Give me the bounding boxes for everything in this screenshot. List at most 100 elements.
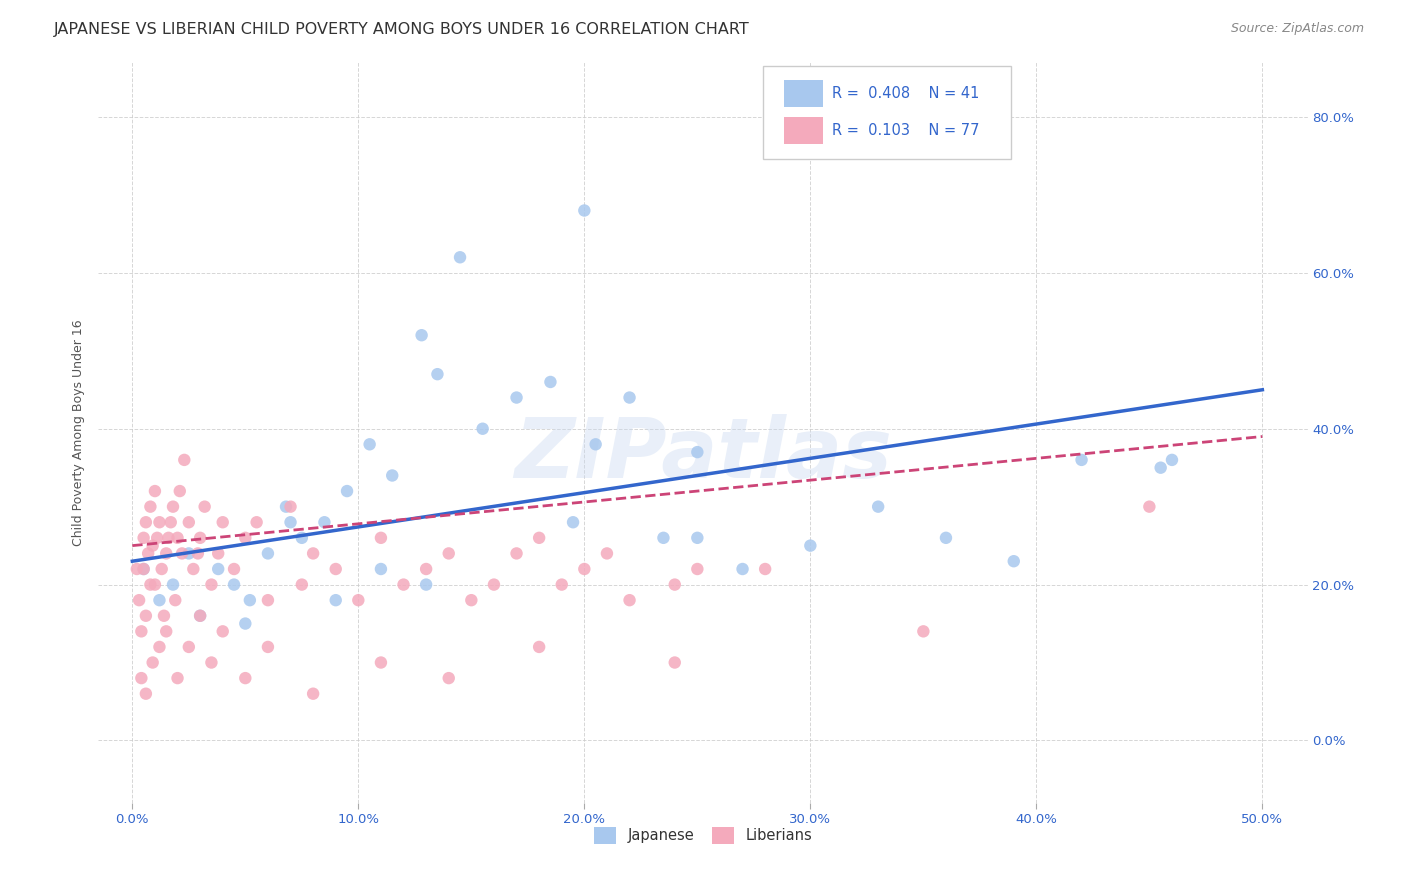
Point	[302, 687, 325, 701]
Point	[165, 593, 187, 607]
Point	[471, 422, 494, 436]
Point	[166, 671, 188, 685]
Point	[551, 577, 574, 591]
Text: Source: ZipAtlas.com: Source: ZipAtlas.com	[1230, 22, 1364, 36]
Point	[437, 546, 460, 560]
Point	[139, 577, 162, 591]
Point	[135, 515, 157, 529]
Point	[159, 515, 181, 529]
Point	[426, 367, 449, 381]
Point	[222, 562, 245, 576]
Text: JAPANESE VS LIBERIAN CHILD POVERTY AMONG BOYS UNDER 16 CORRELATION CHART: JAPANESE VS LIBERIAN CHILD POVERTY AMONG…	[53, 22, 749, 37]
Point	[155, 546, 177, 560]
Point	[246, 515, 269, 529]
Point	[142, 539, 165, 553]
Point	[437, 671, 460, 685]
Point	[162, 577, 184, 591]
Point	[148, 515, 170, 529]
Point	[754, 562, 776, 576]
Point	[482, 577, 505, 591]
Point	[1150, 460, 1173, 475]
Point	[664, 577, 686, 591]
Point	[173, 453, 195, 467]
Point	[153, 608, 176, 623]
Point	[1002, 554, 1025, 568]
Point	[188, 608, 211, 623]
Point	[574, 203, 596, 218]
Point	[211, 624, 233, 639]
Point	[257, 593, 280, 607]
Point	[233, 616, 256, 631]
Point	[291, 577, 314, 591]
Point	[370, 656, 392, 670]
Point	[194, 500, 217, 514]
Text: ZIPatlas: ZIPatlas	[515, 414, 891, 495]
Point	[868, 500, 890, 514]
Point	[686, 562, 709, 576]
Point	[359, 437, 381, 451]
Point	[155, 624, 177, 639]
Point	[143, 484, 166, 499]
Point	[157, 531, 180, 545]
Point	[347, 593, 370, 607]
Point	[128, 593, 150, 607]
Point	[302, 546, 325, 560]
Point	[280, 500, 302, 514]
Point	[538, 375, 561, 389]
Point	[200, 656, 222, 670]
Point	[183, 562, 205, 576]
Point	[280, 515, 302, 529]
Point	[132, 562, 155, 576]
Point	[574, 562, 596, 576]
Point	[136, 546, 159, 560]
Point	[200, 577, 222, 591]
Point	[686, 445, 709, 459]
Point	[325, 593, 347, 607]
Point	[686, 531, 709, 545]
Point	[652, 531, 675, 545]
Point	[415, 577, 437, 591]
Point	[1070, 453, 1092, 467]
Point	[562, 515, 585, 529]
Point	[188, 608, 211, 623]
Point	[505, 391, 527, 405]
Point	[664, 656, 686, 670]
Bar	[785, 117, 823, 144]
Point	[135, 608, 157, 623]
Point	[207, 546, 229, 560]
Point	[449, 250, 471, 264]
Point	[527, 640, 550, 654]
Point	[135, 687, 157, 701]
Bar	[785, 80, 823, 107]
Point	[527, 531, 550, 545]
Point	[162, 500, 184, 514]
Point	[166, 531, 188, 545]
Point	[935, 531, 957, 545]
Point	[188, 531, 211, 545]
Point	[148, 593, 170, 607]
Point	[596, 546, 619, 560]
Point	[912, 624, 935, 639]
Point	[146, 531, 169, 545]
Point	[1161, 453, 1184, 467]
Point	[505, 546, 527, 560]
Point	[177, 515, 200, 529]
Point	[415, 562, 437, 576]
Point	[1137, 500, 1160, 514]
Point	[336, 484, 359, 499]
Point	[132, 562, 155, 576]
Point	[274, 500, 297, 514]
Point	[169, 484, 191, 499]
Point	[132, 531, 155, 545]
Point	[143, 577, 166, 591]
Point	[381, 468, 404, 483]
Point	[139, 500, 162, 514]
Point	[257, 640, 280, 654]
Point	[799, 539, 821, 553]
Point	[239, 593, 262, 607]
Point	[177, 546, 200, 560]
Point	[233, 531, 256, 545]
Point	[125, 562, 148, 576]
Point	[150, 562, 173, 576]
Point	[370, 562, 392, 576]
